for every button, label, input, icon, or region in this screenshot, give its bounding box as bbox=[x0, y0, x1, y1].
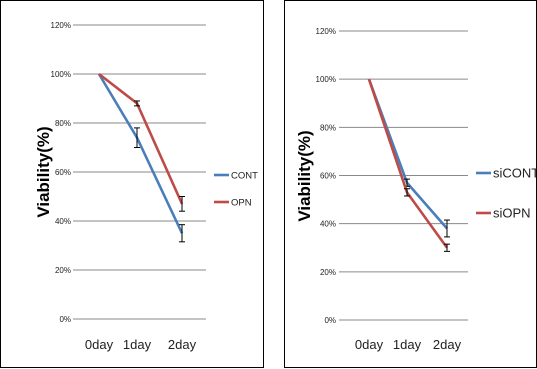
error-bar bbox=[134, 100, 140, 107]
x-category-label: 1day bbox=[123, 337, 152, 352]
y-tick-label: 0% bbox=[59, 315, 71, 324]
x-category-label: 2day bbox=[433, 337, 462, 352]
right-chart-panel: 0% 20% 40% 60% 80% 100% 120% Viability(%) 0day 1d… bbox=[284, 0, 537, 368]
series-line-cont bbox=[97, 73, 184, 234]
x-category-label: 1day bbox=[393, 337, 422, 352]
y-tick-label: 20% bbox=[320, 268, 336, 277]
x-category-label: 2day bbox=[168, 337, 197, 352]
left-line-chart: 0% 20% 40% 60% 80% 100% 120% Viability(%) 0day 1d… bbox=[34, 21, 258, 352]
error-bar bbox=[444, 219, 450, 238]
y-tick-label: 80% bbox=[55, 119, 71, 128]
y-tick-label: 100% bbox=[51, 70, 71, 79]
error-bar bbox=[179, 196, 185, 212]
error-bar bbox=[134, 127, 140, 148]
error-bar bbox=[179, 224, 185, 243]
y-axis-title: Viability(%) bbox=[34, 126, 53, 217]
left-chart-panel: 0% 20% 40% 60% 80% 100% 120% Viability(%) 0day 1d… bbox=[0, 0, 264, 368]
legend-label: siOPN bbox=[493, 206, 531, 221]
legend-label: CONT bbox=[231, 170, 258, 181]
y-tick-label: 40% bbox=[55, 217, 71, 226]
y-tick-label: 100% bbox=[316, 75, 336, 84]
error-bar bbox=[444, 243, 450, 252]
x-category-label: 0day bbox=[85, 337, 114, 352]
y-tick-label: 40% bbox=[320, 220, 336, 229]
y-tick-label: 120% bbox=[316, 27, 336, 36]
series-line-siopn bbox=[367, 78, 449, 249]
error-bar bbox=[404, 188, 410, 197]
x-category-label: 0day bbox=[355, 337, 384, 352]
y-tick-label: 60% bbox=[55, 168, 71, 177]
right-line-chart: 0% 20% 40% 60% 80% 100% 120% Viability(%) 0day 1d… bbox=[295, 27, 537, 352]
y-tick-label: 60% bbox=[320, 172, 336, 181]
legend-label: siCONT bbox=[493, 166, 537, 181]
y-tick-label: 120% bbox=[51, 21, 71, 30]
series-line-sicont bbox=[367, 78, 448, 230]
legend-label: OPN bbox=[231, 197, 252, 208]
y-tick-label: 80% bbox=[320, 123, 336, 132]
y-tick-label: 0% bbox=[324, 316, 336, 325]
y-axis-title: Viability(%) bbox=[295, 130, 314, 221]
y-tick-label: 20% bbox=[55, 266, 71, 275]
